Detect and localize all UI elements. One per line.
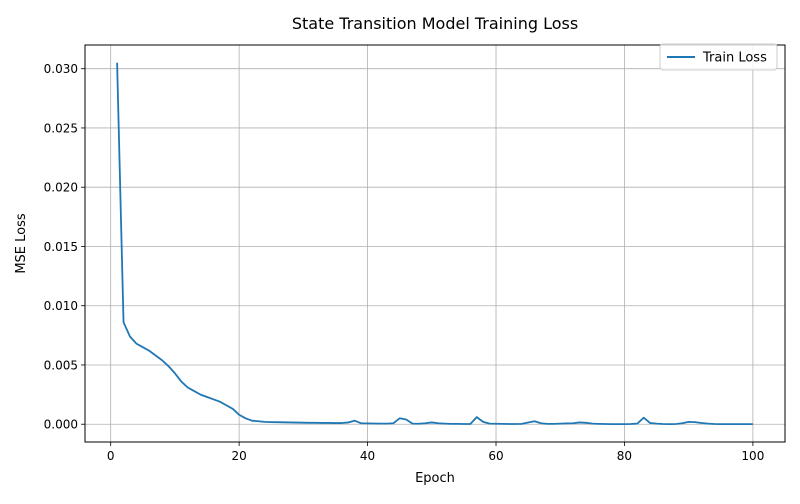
y-tick-label: 0.015 <box>44 240 78 254</box>
series-line-train-loss <box>116 62 753 426</box>
legend-box <box>659 43 778 71</box>
series-layer <box>116 62 753 426</box>
x-tick-label: 0 <box>107 449 115 463</box>
y-ticks: 0.000 0.005 0.010 0.015 0.020 0.025 0.030 <box>44 62 85 432</box>
x-tick-label: 20 <box>231 449 246 463</box>
x-tick-label: 40 <box>360 449 375 463</box>
y-tick-label: 0.005 <box>44 358 78 372</box>
x-ticks: 0 20 40 60 80 100 <box>107 442 764 463</box>
legend: Train Loss <box>659 43 778 71</box>
y-tick-label: 0.030 <box>44 62 78 76</box>
y-axis-label: MSE Loss <box>14 213 29 274</box>
chart-title: State Transition Model Training Loss <box>292 14 578 33</box>
legend-label-train-loss: Train Loss <box>702 51 767 66</box>
y-tick-label: 0.025 <box>44 121 78 135</box>
y-tick-label: 0.000 <box>44 418 78 432</box>
y-tick-label: 0.010 <box>44 299 78 313</box>
x-tick-label: 100 <box>741 449 764 463</box>
x-tick-label: 80 <box>617 449 632 463</box>
x-tick-label: 60 <box>488 449 503 463</box>
plot-frame <box>84 44 786 443</box>
x-axis-label: Epoch <box>415 471 455 486</box>
y-tick-label: 0.020 <box>44 181 78 195</box>
